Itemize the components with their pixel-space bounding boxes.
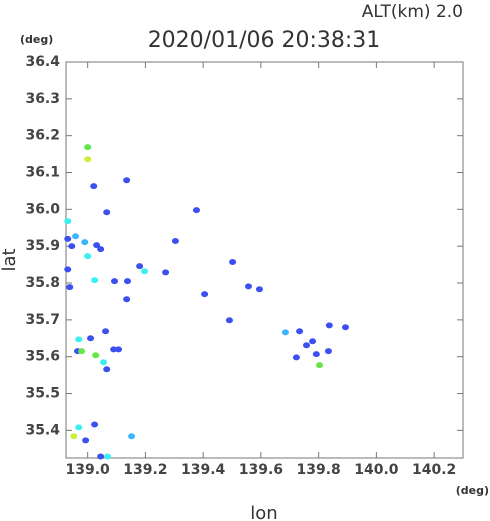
echo-point	[81, 239, 89, 246]
echo-point	[115, 346, 123, 353]
echo-point	[312, 351, 320, 358]
echo-point	[171, 238, 179, 245]
echo-point	[292, 354, 300, 361]
echo-point	[162, 269, 170, 276]
echo-point	[100, 359, 108, 366]
echo-point	[309, 338, 317, 345]
x-tick-label: 139.0	[66, 462, 111, 478]
echo-point	[316, 362, 324, 369]
echo-point	[97, 246, 105, 253]
echo-point	[82, 437, 90, 444]
y-tick-label: 35.7	[25, 312, 60, 328]
echo-point	[193, 207, 201, 214]
echo-point	[93, 242, 101, 249]
y-tick-label: 35.8	[25, 275, 60, 291]
echo-point	[91, 421, 99, 428]
x-tick-label: 140.0	[354, 462, 399, 478]
echo-point	[92, 352, 100, 359]
x-tick-label: 139.4	[181, 462, 226, 478]
y-tick-label: 36.1	[25, 165, 60, 181]
y-tick-label: 35.6	[25, 349, 60, 365]
echo-point	[128, 433, 136, 440]
echo-point	[64, 218, 72, 225]
y-tick-label: 35.5	[25, 386, 60, 402]
echo-point	[84, 156, 92, 163]
echo-point	[201, 291, 209, 298]
echo-point	[84, 253, 92, 260]
echo-point	[255, 286, 263, 293]
echo-point	[281, 329, 289, 336]
y-tick-label: 36.0	[25, 201, 60, 217]
echo-point	[64, 266, 72, 273]
echo-point	[84, 144, 92, 151]
echo-point	[103, 209, 111, 216]
x-tick-label: 139.8	[296, 462, 340, 478]
echo-point	[111, 278, 119, 285]
echo-point	[103, 366, 111, 373]
echo-point	[97, 453, 105, 460]
echo-point	[90, 183, 98, 190]
echo-point	[244, 283, 252, 290]
y-tick-label: 36.3	[25, 91, 60, 107]
y-tick-label: 36.4	[25, 54, 60, 70]
echo-point	[87, 335, 95, 342]
y-unit: (deg)	[20, 33, 53, 46]
echo-point	[123, 177, 131, 184]
echo-point	[296, 328, 304, 335]
echo-point	[78, 348, 86, 355]
chart-title: 2020/01/06 20:38:31	[148, 28, 381, 53]
echo-point	[136, 263, 144, 270]
echo-point	[66, 284, 74, 291]
echo-point	[104, 453, 112, 460]
echo-point	[110, 346, 118, 353]
x-tick-label: 139.2	[123, 462, 167, 478]
x-tick-label: 140.2	[412, 462, 456, 478]
y-tick-label: 36.2	[25, 128, 60, 144]
echo-point	[102, 328, 110, 335]
x-unit: (deg)	[456, 484, 489, 497]
y-axis-title: lat	[0, 248, 20, 271]
plot-frame	[65, 61, 464, 459]
echo-point	[123, 296, 131, 303]
echo-point	[225, 317, 233, 324]
echo-point	[75, 424, 83, 431]
echo-point	[123, 278, 131, 285]
echo-point	[72, 233, 80, 240]
x-axis-title: lon	[250, 503, 277, 521]
chart-subtitle: ALT(km) 2.0	[362, 2, 463, 22]
echo-point	[325, 322, 333, 329]
echo-point	[91, 277, 99, 284]
y-tick-label: 35.9	[25, 238, 60, 254]
echo-point	[303, 342, 311, 349]
echo-point	[68, 243, 76, 250]
echo-point	[341, 324, 349, 331]
echo-point	[64, 235, 72, 242]
echo-point	[75, 336, 83, 343]
echo-point	[229, 259, 237, 266]
x-tick-label: 139.6	[239, 462, 283, 478]
y-tick-label: 35.4	[25, 422, 60, 438]
echo-point	[324, 348, 332, 355]
echo-point	[141, 268, 149, 275]
echo-point	[70, 433, 78, 440]
